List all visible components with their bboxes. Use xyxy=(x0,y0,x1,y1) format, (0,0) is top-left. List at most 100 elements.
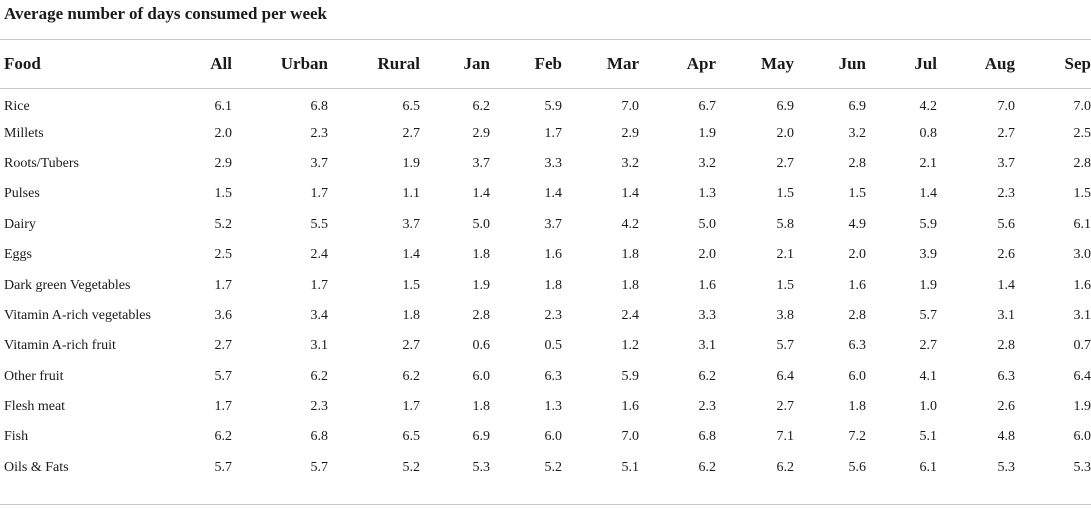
value-cell: 6.9 xyxy=(472,429,491,445)
table-row: Flesh meat 1.7 2.3 1.7 1.8 1.3 1.6 2.3 2… xyxy=(0,392,1091,422)
food-consumption-table: Food All Urban Rural Jan Feb Mar Apr May… xyxy=(0,40,1091,483)
column-header-mar: Mar xyxy=(606,54,639,73)
value-cell: 5.7 xyxy=(214,459,233,475)
value-cell: 2.1 xyxy=(776,247,795,263)
value-cell: 5.5 xyxy=(310,216,329,232)
value-cell: 1.9 xyxy=(1073,399,1091,415)
value-cell: 2.9 xyxy=(472,125,491,141)
value-cell: 2.7 xyxy=(776,155,795,171)
value-cell: 6.9 xyxy=(776,99,795,115)
value-cell: 2.7 xyxy=(402,125,421,141)
value-cell: 1.4 xyxy=(544,186,563,202)
value-cell: 2.5 xyxy=(214,247,233,263)
value-cell: 5.2 xyxy=(402,459,421,475)
value-cell: 1.8 xyxy=(472,247,491,263)
value-cell: 2.8 xyxy=(997,338,1016,354)
food-name-cell: Oils & Fats xyxy=(4,459,69,475)
value-cell: 1.9 xyxy=(698,125,717,141)
column-header-aug: Aug xyxy=(984,54,1015,73)
value-cell: 3.7 xyxy=(310,155,329,171)
value-cell: 1.7 xyxy=(544,125,563,141)
value-cell: 5.2 xyxy=(214,216,233,232)
value-cell: 5.1 xyxy=(621,459,640,475)
food-name-cell: Vitamin A-rich fruit xyxy=(4,338,116,354)
value-cell: 4.1 xyxy=(919,368,938,384)
food-name-cell: Pulses xyxy=(4,186,40,202)
value-cell: 6.0 xyxy=(1073,429,1091,445)
value-cell: 5.6 xyxy=(848,459,867,475)
value-cell: 6.0 xyxy=(472,368,491,384)
table-row: Eggs 2.5 2.4 1.4 1.8 1.6 1.8 2.0 2.1 2.0… xyxy=(0,240,1091,270)
value-cell: 1.6 xyxy=(1073,277,1091,293)
value-cell: 2.3 xyxy=(310,399,329,415)
value-cell: 2.0 xyxy=(698,247,717,263)
value-cell: 1.6 xyxy=(848,277,867,293)
value-cell: 2.8 xyxy=(472,307,491,323)
value-cell: 3.1 xyxy=(997,307,1016,323)
value-cell: 7.0 xyxy=(997,99,1016,115)
value-cell: 6.3 xyxy=(997,368,1016,384)
value-cell: 2.7 xyxy=(402,338,421,354)
value-cell: 7.0 xyxy=(1073,99,1091,115)
value-cell: 2.6 xyxy=(997,247,1016,263)
value-cell: 7.1 xyxy=(776,429,795,445)
value-cell: 3.1 xyxy=(698,338,717,354)
value-cell: 1.5 xyxy=(1073,186,1091,202)
value-cell: 3.1 xyxy=(310,338,329,354)
value-cell: 1.4 xyxy=(997,277,1016,293)
value-cell: 4.9 xyxy=(848,216,867,232)
table-row: Rice 6.1 6.8 6.5 6.2 5.9 7.0 6.7 6.9 6.9… xyxy=(0,88,1091,118)
value-cell: 6.8 xyxy=(310,99,329,115)
value-cell: 5.3 xyxy=(1073,459,1091,475)
value-cell: 2.8 xyxy=(848,155,867,171)
value-cell: 5.2 xyxy=(544,459,563,475)
value-cell: 2.7 xyxy=(214,338,233,354)
value-cell: 3.0 xyxy=(1073,247,1091,263)
value-cell: 6.2 xyxy=(698,459,717,475)
value-cell: 1.3 xyxy=(698,186,717,202)
food-name-cell: Rice xyxy=(4,99,30,115)
table-row: Vitamin A-rich fruit 2.7 3.1 2.7 0.6 0.5… xyxy=(0,331,1091,361)
food-name-cell: Eggs xyxy=(4,247,32,263)
value-cell: 6.1 xyxy=(1073,216,1091,232)
value-cell: 1.1 xyxy=(402,186,421,202)
value-cell: 1.7 xyxy=(310,277,329,293)
value-cell: 0.8 xyxy=(919,125,938,141)
value-cell: 1.5 xyxy=(214,186,233,202)
table-row: Other fruit 5.7 6.2 6.2 6.0 6.3 5.9 6.2 … xyxy=(0,362,1091,392)
food-name-cell: Other fruit xyxy=(4,368,64,384)
value-cell: 2.7 xyxy=(776,399,795,415)
value-cell: 1.6 xyxy=(698,277,717,293)
value-cell: 1.6 xyxy=(544,247,563,263)
value-cell: 1.4 xyxy=(919,186,938,202)
value-cell: 2.3 xyxy=(997,186,1016,202)
value-cell: 5.8 xyxy=(776,216,795,232)
column-header-food: Food xyxy=(4,54,41,73)
value-cell: 5.1 xyxy=(919,429,938,445)
value-cell: 1.5 xyxy=(776,186,795,202)
column-header-feb: Feb xyxy=(534,54,562,73)
value-cell: 1.7 xyxy=(214,399,233,415)
value-cell: 6.3 xyxy=(848,338,867,354)
column-header-jan: Jan xyxy=(463,54,490,73)
header-row: Food All Urban Rural Jan Feb Mar Apr May… xyxy=(0,40,1091,88)
food-name-cell: Dark green Vegetables xyxy=(4,277,131,293)
value-cell: 2.3 xyxy=(698,399,717,415)
value-cell: 6.5 xyxy=(402,429,421,445)
value-cell: 3.7 xyxy=(997,155,1016,171)
column-header-sep: Sep xyxy=(1064,54,1091,73)
value-cell: 2.7 xyxy=(919,338,938,354)
table-caption: Average number of days consumed per week xyxy=(4,4,327,23)
column-header-may: May xyxy=(760,54,794,73)
table-row: Fish 6.2 6.8 6.5 6.9 6.0 7.0 6.8 7.1 7.2… xyxy=(0,422,1091,452)
value-cell: 1.7 xyxy=(402,399,421,415)
value-cell: 3.3 xyxy=(544,155,563,171)
value-cell: 5.7 xyxy=(310,459,329,475)
value-cell: 6.2 xyxy=(214,429,233,445)
value-cell: 6.2 xyxy=(776,459,795,475)
value-cell: 2.3 xyxy=(544,307,563,323)
value-cell: 1.8 xyxy=(472,399,491,415)
value-cell: 3.1 xyxy=(1073,307,1091,323)
value-cell: 3.2 xyxy=(698,155,717,171)
value-cell: 4.8 xyxy=(997,429,1016,445)
